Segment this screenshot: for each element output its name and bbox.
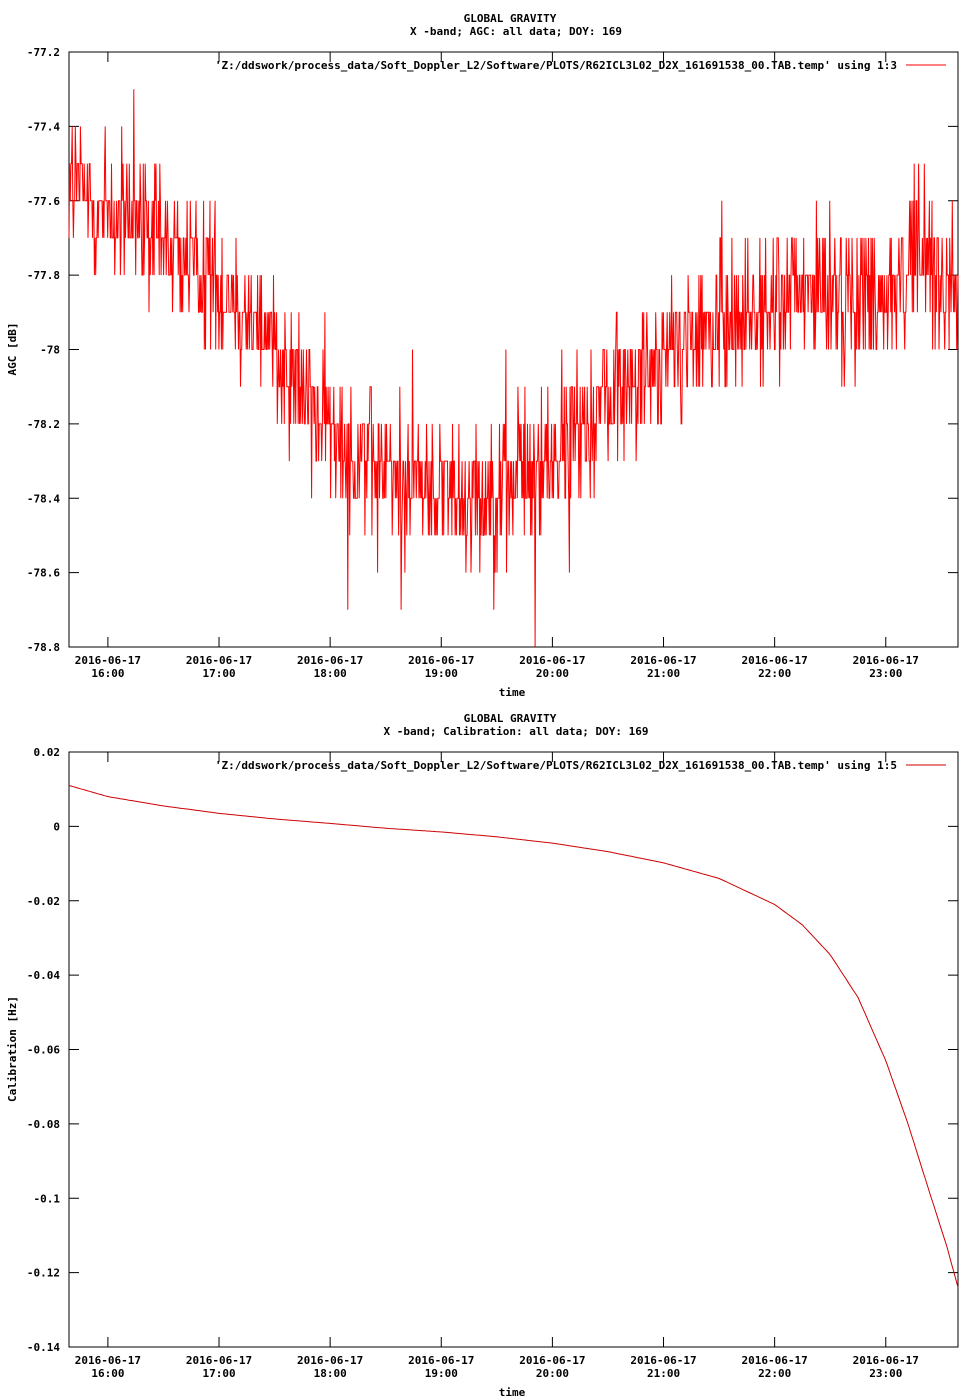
plot-border <box>68 51 959 648</box>
y-tick-label: -0.06 <box>27 1044 60 1057</box>
x-tick-date-label: 2016-06-17 <box>630 654 696 667</box>
x-tick-time-label: 19:00 <box>425 667 458 680</box>
x-tick-date-label: 2016-06-17 <box>186 654 252 667</box>
x-tick-time-label: 19:00 <box>425 1367 458 1380</box>
x-tick-date-label: 2016-06-17 <box>297 654 363 667</box>
chart-title: GLOBAL GRAVITY <box>464 712 557 725</box>
x-tick-date-label: 2016-06-17 <box>519 1354 585 1367</box>
x-tick-time-label: 18:00 <box>314 667 347 680</box>
y-tick-label: -77.2 <box>27 46 60 59</box>
x-tick-date-label: 2016-06-17 <box>519 654 585 667</box>
legend-label: 'Z:/ddswork/process_data/Soft_Doppler_L2… <box>215 59 897 72</box>
y-tick-label: -0.08 <box>27 1118 60 1131</box>
y-tick-label: -77.6 <box>27 195 60 208</box>
x-tick-time-label: 22:00 <box>758 667 791 680</box>
x-tick-time-label: 23:00 <box>869 1367 902 1380</box>
x-tick-time-label: 16:00 <box>91 667 124 680</box>
y-tick-label: 0.02 <box>34 746 61 759</box>
chart-subtitle: X -band; Calibration: all data; DOY: 169 <box>384 725 649 738</box>
y-tick-label: -77.4 <box>27 120 60 133</box>
x-axis: 2016-06-1716:002016-06-1717:002016-06-17… <box>75 752 919 1380</box>
y-axis-label: Calibration [Hz] <box>6 996 19 1102</box>
chart-title: GLOBAL GRAVITY <box>464 12 557 25</box>
plot-border <box>68 751 959 1348</box>
legend-label: 'Z:/ddswork/process_data/Soft_Doppler_L2… <box>215 759 897 772</box>
x-axis-label: time <box>499 1386 526 1399</box>
calibration-chart: GLOBAL GRAVITY X -band; Calibration: all… <box>6 712 959 1399</box>
y-axis-label: AGC [dB] <box>6 323 19 376</box>
x-tick-time-label: 16:00 <box>91 1367 124 1380</box>
x-tick-time-label: 20:00 <box>536 1367 569 1380</box>
x-axis: 2016-06-1716:002016-06-1717:002016-06-17… <box>75 52 919 680</box>
y-tick-label: -0.04 <box>27 969 60 982</box>
x-tick-date-label: 2016-06-17 <box>297 1354 363 1367</box>
y-tick-label: -77.8 <box>27 269 60 282</box>
x-tick-time-label: 20:00 <box>536 667 569 680</box>
x-tick-date-label: 2016-06-17 <box>742 654 808 667</box>
x-tick-time-label: 21:00 <box>647 1367 680 1380</box>
y-tick-label: -78.8 <box>27 641 60 654</box>
y-tick-label: -0.12 <box>27 1267 60 1280</box>
chart-subtitle: X -band; AGC: all data; DOY: 169 <box>410 25 622 38</box>
y-tick-label: -78.6 <box>27 567 60 580</box>
y-tick-label: -0.02 <box>27 895 60 908</box>
series-line <box>68 785 959 1288</box>
x-tick-date-label: 2016-06-17 <box>75 1354 141 1367</box>
plot-area <box>68 51 959 648</box>
x-tick-time-label: 17:00 <box>202 667 235 680</box>
plot-area <box>68 751 959 1348</box>
agc-chart: GLOBAL GRAVITY X -band; AGC: all data; D… <box>6 12 959 699</box>
x-tick-date-label: 2016-06-17 <box>853 654 919 667</box>
y-axis: 0.02 0 -0.02 -0.04 -0.06 -0.08 -0.1 -0.12 -0.14 <box>27 746 958 1354</box>
x-tick-time-label: 18:00 <box>314 1367 347 1380</box>
y-tick-label: -78 <box>40 344 60 357</box>
y-tick-label: 0 <box>53 820 60 833</box>
x-tick-date-label: 2016-06-17 <box>408 654 474 667</box>
y-tick-label: -0.1 <box>34 1192 61 1205</box>
x-tick-time-label: 17:00 <box>202 1367 235 1380</box>
y-tick-label: -0.14 <box>27 1341 60 1354</box>
y-tick-label: -78.4 <box>27 492 60 505</box>
y-axis: -77.2 -77.4 -77.6 -77.8 -78 -78.2 -78.4 -78.6 -7… <box>27 46 958 654</box>
x-axis-label: time <box>499 686 526 699</box>
x-tick-date-label: 2016-06-17 <box>630 1354 696 1367</box>
x-tick-time-label: 23:00 <box>869 667 902 680</box>
series-line <box>68 89 959 648</box>
x-tick-date-label: 2016-06-17 <box>75 654 141 667</box>
x-tick-date-label: 2016-06-17 <box>186 1354 252 1367</box>
x-tick-date-label: 2016-06-17 <box>853 1354 919 1367</box>
x-tick-date-label: 2016-06-17 <box>742 1354 808 1367</box>
x-tick-date-label: 2016-06-17 <box>408 1354 474 1367</box>
y-tick-label: -78.2 <box>27 418 60 431</box>
x-tick-time-label: 22:00 <box>758 1367 791 1380</box>
x-tick-time-label: 21:00 <box>647 667 680 680</box>
